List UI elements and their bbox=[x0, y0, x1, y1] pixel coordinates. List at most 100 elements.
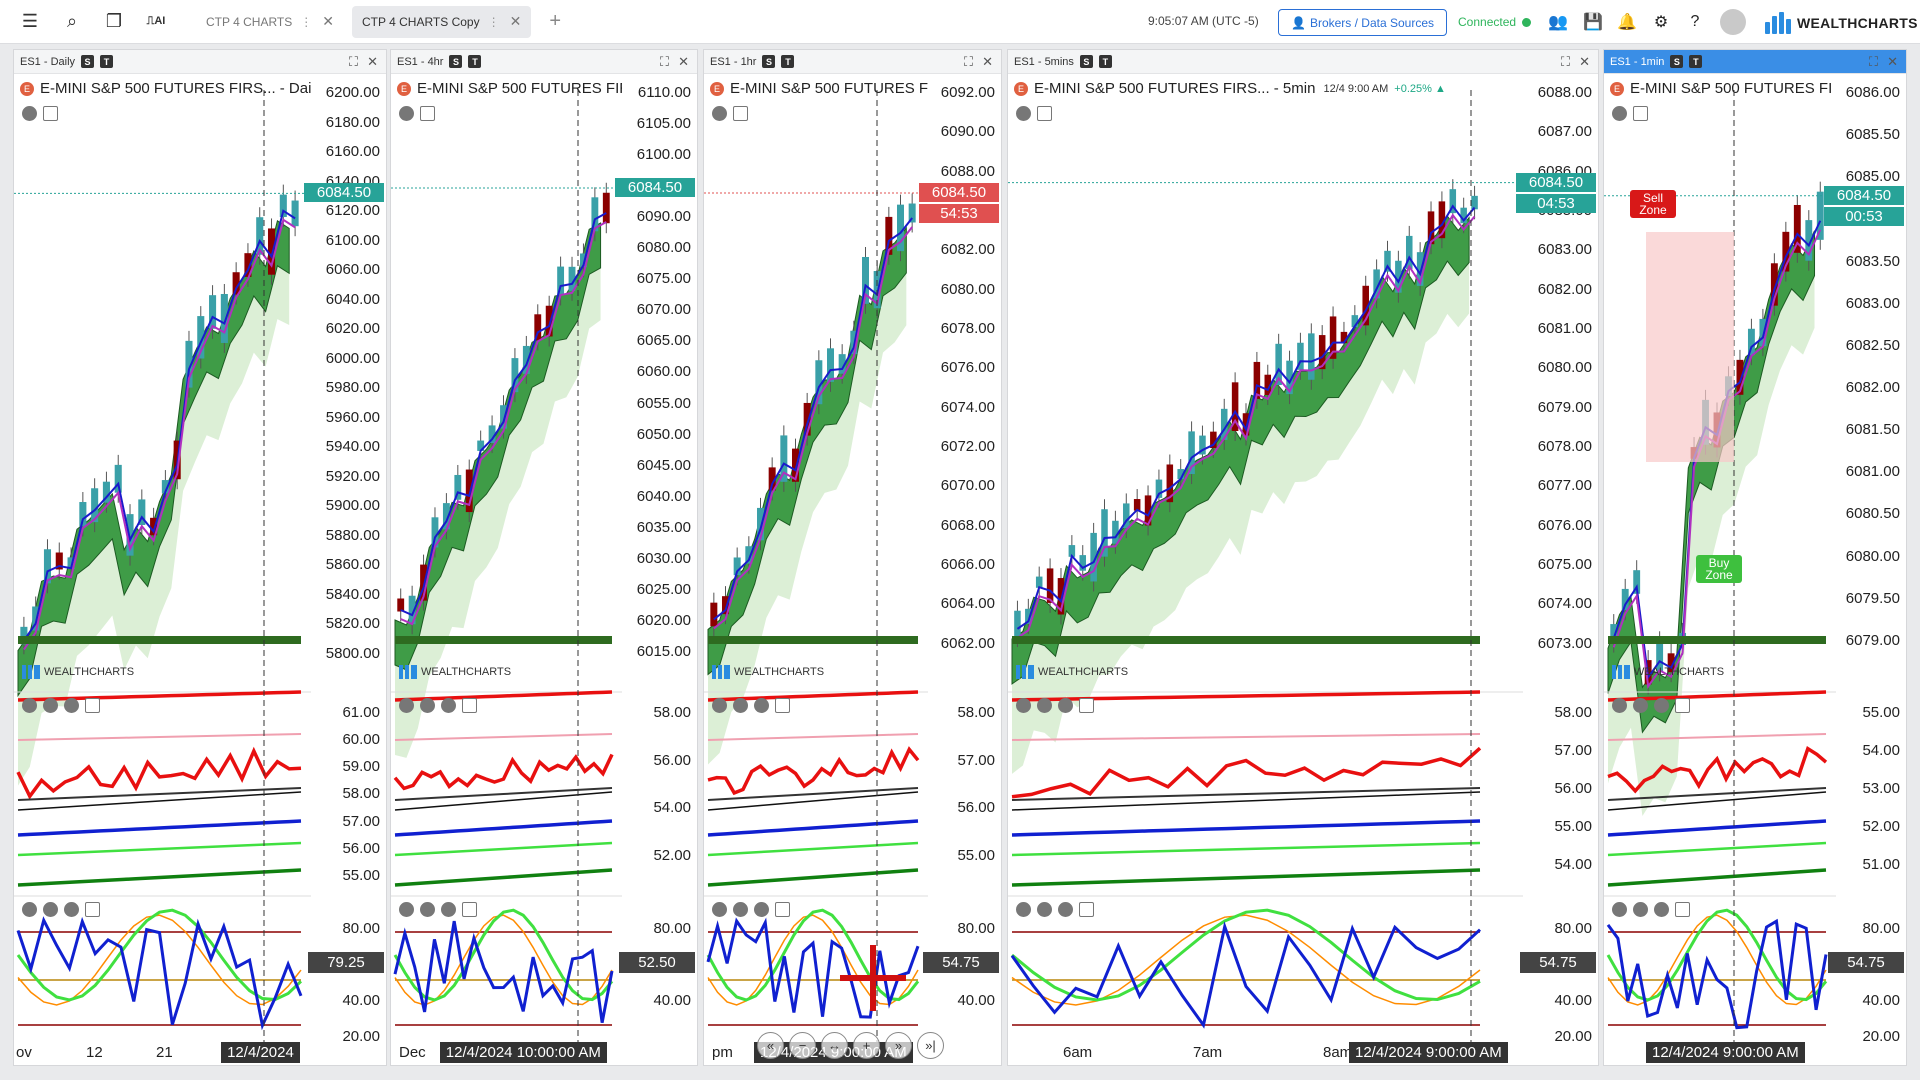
tab-ctp-4-charts-copy[interactable]: CTP 4 CHARTS Copy ⋮ ✕ bbox=[351, 5, 532, 38]
panel-header[interactable]: ES1 - Daily S T ⛶ ✕ bbox=[14, 50, 386, 74]
maximize-icon[interactable]: ⛶ bbox=[1868, 54, 1878, 69]
collapse-icon[interactable] bbox=[733, 902, 748, 917]
reset-icon[interactable]: ↔ bbox=[821, 1032, 848, 1059]
sync-t-icon[interactable]: T bbox=[1689, 55, 1703, 68]
hide-icon[interactable] bbox=[1016, 106, 1031, 121]
collapse-icon[interactable] bbox=[420, 902, 435, 917]
panel-header[interactable]: ES1 - 1hr S T ⛶ ✕ bbox=[704, 50, 1001, 74]
hide-icon[interactable] bbox=[399, 106, 414, 121]
add-study-icon[interactable] bbox=[1675, 698, 1690, 713]
hide-icon[interactable] bbox=[399, 698, 414, 713]
add-study-icon[interactable] bbox=[43, 106, 58, 121]
more-icon[interactable]: ⋮ bbox=[487, 14, 500, 29]
hide-icon[interactable] bbox=[22, 698, 37, 713]
expand-icon[interactable] bbox=[1058, 902, 1073, 917]
sync-s-icon[interactable]: S bbox=[1079, 55, 1093, 68]
collapse-icon[interactable] bbox=[733, 698, 748, 713]
hide-icon[interactable] bbox=[22, 902, 37, 917]
sync-t-icon[interactable]: T bbox=[1098, 55, 1112, 68]
expand-icon[interactable] bbox=[441, 698, 456, 713]
sync-t-icon[interactable]: T bbox=[100, 55, 114, 68]
expand-icon[interactable] bbox=[1058, 698, 1073, 713]
price-axis[interactable]: 6110.006105.006100.006095.006090.006080.… bbox=[615, 74, 697, 1065]
avatar[interactable] bbox=[1720, 9, 1746, 35]
hide-icon[interactable] bbox=[1016, 902, 1031, 917]
sync-s-icon[interactable]: S bbox=[81, 55, 95, 68]
expand-icon[interactable] bbox=[754, 902, 769, 917]
panel-header[interactable]: ES1 - 4hr S T ⛶ ✕ bbox=[391, 50, 697, 74]
add-study-icon[interactable] bbox=[1633, 106, 1648, 121]
collapse-icon[interactable] bbox=[1037, 902, 1052, 917]
close-icon[interactable]: ✕ bbox=[678, 54, 689, 69]
hide-icon[interactable] bbox=[1612, 698, 1627, 713]
add-study-icon[interactable] bbox=[1037, 106, 1052, 121]
hide-icon[interactable] bbox=[712, 106, 727, 121]
users-icon[interactable]: 👥 bbox=[1548, 14, 1568, 31]
price-axis[interactable]: 6092.006090.006088.006086.006082.006080.… bbox=[919, 74, 1001, 1065]
expand-icon[interactable] bbox=[441, 902, 456, 917]
zoom-in-icon[interactable]: + bbox=[853, 1032, 880, 1059]
gear-icon[interactable]: ⚙ bbox=[1653, 14, 1669, 31]
close-icon[interactable]: ✕ bbox=[367, 54, 378, 69]
chart-canvas[interactable] bbox=[704, 50, 930, 1066]
add-study-icon[interactable] bbox=[1079, 698, 1094, 713]
add-study-icon[interactable] bbox=[775, 698, 790, 713]
more-icon[interactable]: ⋮ bbox=[300, 14, 313, 29]
bell-icon[interactable]: 🔔 bbox=[1617, 14, 1637, 31]
tab-ctp-4-charts[interactable]: CTP 4 CHARTS ⋮ ✕ bbox=[196, 6, 344, 38]
chart-canvas[interactable] bbox=[1008, 50, 1525, 1066]
expand-icon[interactable] bbox=[64, 698, 79, 713]
sync-s-icon[interactable]: S bbox=[1670, 55, 1684, 68]
hide-icon[interactable] bbox=[1016, 698, 1031, 713]
close-icon[interactable]: ✕ bbox=[1887, 54, 1898, 69]
add-study-icon[interactable] bbox=[85, 902, 100, 917]
price-axis[interactable]: 6086.006085.506085.006084.006083.506083.… bbox=[1824, 74, 1906, 1065]
chart-canvas[interactable] bbox=[1604, 50, 1838, 1066]
chart-canvas[interactable] bbox=[391, 50, 624, 1066]
collapse-icon[interactable] bbox=[420, 698, 435, 713]
sync-t-icon[interactable]: T bbox=[781, 55, 795, 68]
add-study-icon[interactable] bbox=[462, 698, 477, 713]
add-study-icon[interactable] bbox=[775, 902, 790, 917]
hide-icon[interactable] bbox=[1612, 902, 1627, 917]
add-study-icon[interactable] bbox=[85, 698, 100, 713]
expand-icon[interactable] bbox=[1654, 698, 1669, 713]
close-icon[interactable]: ✕ bbox=[509, 13, 522, 29]
help-icon[interactable]: ? bbox=[1690, 13, 1700, 30]
search-icon[interactable]: ⌕ bbox=[66, 11, 78, 31]
add-study-icon[interactable] bbox=[733, 106, 748, 121]
expand-icon[interactable] bbox=[64, 902, 79, 917]
windows-icon[interactable]: ❐ bbox=[105, 11, 123, 31]
hide-icon[interactable] bbox=[712, 902, 727, 917]
ai-chart-icon[interactable]: ⎍AI bbox=[146, 15, 166, 27]
menu-icon[interactable]: ☰ bbox=[21, 11, 39, 31]
hide-icon[interactable] bbox=[22, 106, 37, 121]
maximize-icon[interactable]: ⛶ bbox=[963, 54, 973, 69]
add-study-icon[interactable] bbox=[1675, 902, 1690, 917]
panel-header[interactable]: ES1 - 5mins S T ⛶ ✕ bbox=[1008, 50, 1598, 74]
scroll-start-icon[interactable]: « bbox=[757, 1032, 784, 1059]
chart-canvas[interactable] bbox=[14, 50, 313, 1066]
save-icon[interactable]: 💾 bbox=[1583, 14, 1603, 31]
sync-t-icon[interactable]: T bbox=[468, 55, 482, 68]
brokers-button[interactable]: 👤 Brokers / Data Sources bbox=[1278, 9, 1448, 36]
maximize-icon[interactable]: ⛶ bbox=[659, 54, 669, 69]
collapse-icon[interactable] bbox=[1633, 902, 1648, 917]
panel-header[interactable]: ES1 - 1min S T ⛶ ✕ bbox=[1604, 50, 1906, 74]
scroll-end-icon[interactable]: »| bbox=[917, 1032, 944, 1059]
hide-icon[interactable] bbox=[1612, 106, 1627, 121]
sync-s-icon[interactable]: S bbox=[449, 55, 463, 68]
zoom-out-icon[interactable]: − bbox=[789, 1032, 816, 1059]
collapse-icon[interactable] bbox=[1633, 698, 1648, 713]
add-tab-icon[interactable]: + bbox=[549, 10, 561, 32]
maximize-icon[interactable]: ⛶ bbox=[1560, 54, 1570, 69]
price-axis[interactable]: 6088.006087.006086.006085.006083.006082.… bbox=[1516, 74, 1598, 1065]
add-study-icon[interactable] bbox=[420, 106, 435, 121]
collapse-icon[interactable] bbox=[1037, 698, 1052, 713]
add-study-icon[interactable] bbox=[462, 902, 477, 917]
collapse-icon[interactable] bbox=[43, 698, 58, 713]
maximize-icon[interactable]: ⛶ bbox=[348, 54, 358, 69]
expand-icon[interactable] bbox=[754, 698, 769, 713]
collapse-icon[interactable] bbox=[43, 902, 58, 917]
hide-icon[interactable] bbox=[712, 698, 727, 713]
